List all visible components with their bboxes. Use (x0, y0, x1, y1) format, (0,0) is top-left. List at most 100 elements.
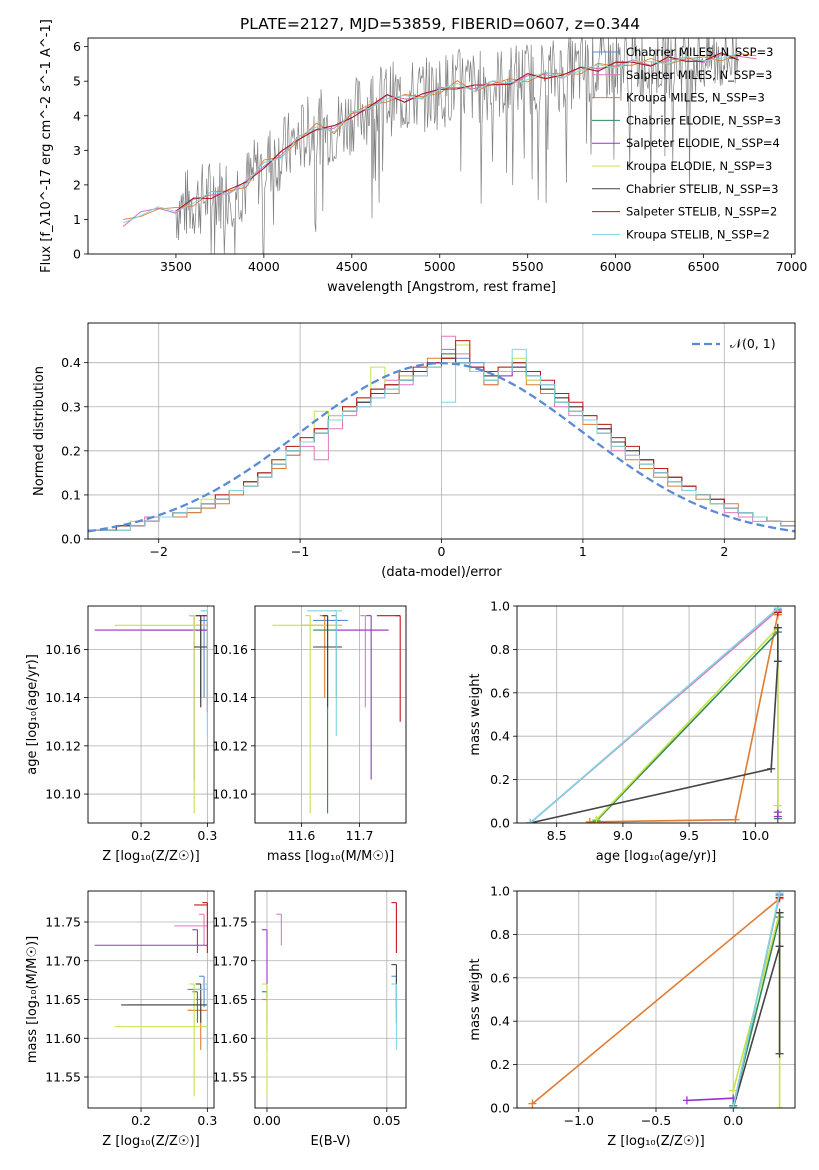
error-bar-point (141, 615, 208, 708)
plus-marker (775, 891, 784, 898)
y-tick-label: 4 (73, 108, 81, 123)
plus-marker (526, 819, 535, 823)
y-tick-label: 0.1 (61, 487, 81, 502)
y-tick-label: 0.2 (61, 443, 81, 458)
y-tick-label: 10.14 (45, 690, 81, 705)
y-tick-label: 0 (73, 247, 81, 262)
y-tick-label: 11.65 (212, 992, 248, 1007)
plus-marker (773, 606, 782, 613)
legend-label: Salpeter MILES, N_SSP=3 (626, 68, 772, 82)
model-series-line (123, 52, 739, 224)
y-tick-label: 3 (73, 143, 81, 158)
error-bar-point (261, 929, 268, 1000)
y-axis-label: mass [log₁₀(M/M☉)] (25, 936, 40, 1063)
y-tick-label: 0.6 (490, 970, 510, 985)
y-tick-label: 10.12 (212, 738, 248, 753)
error-bar-point (391, 975, 397, 1008)
y-tick-label: 1 (73, 212, 81, 227)
error-bar-point (313, 615, 348, 698)
x-tick-label: −2 (149, 544, 167, 559)
y-axis-label: age [log₁₀(age/yr)] (25, 654, 40, 775)
y-tick-label: 10.16 (45, 642, 81, 657)
mass_vs_ebv-axes: 0.00 0.05 11.55 11.60 11.65 11.70 11.75 E(B-V) (212, 891, 406, 1149)
mass-weight-line (686, 1097, 734, 1102)
error-bar-point (200, 610, 208, 737)
massweight_vs_Z-axes: −1.0 −0.5 0.0 0.0 0.2 0.4 0.6 0.8 1.0 Z [log₁₀(Z/… (468, 884, 795, 1149)
plus-marker (775, 908, 784, 917)
y-tick-label: 11.60 (45, 1031, 81, 1046)
error-bar-point (336, 615, 389, 708)
x-tick-label: 0.00 (253, 1113, 281, 1128)
y-tick-label: 6 (73, 39, 81, 54)
y-tick-label: 10.16 (212, 642, 248, 657)
y-tick-label: 0.8 (490, 642, 510, 657)
x-tick-label: −1.0 (564, 1113, 594, 1128)
y-tick-label: 1.0 (490, 599, 510, 614)
legend-label: Kroupa ELODIE, N_SSP=3 (626, 159, 772, 173)
x-tick-label: 11.6 (288, 828, 316, 843)
error-bar-point (121, 983, 208, 1023)
residuals-axes: −2 −1 0 1 2 0.0 0.1 0.2 0.3 0.4 (data-model)/error… (32, 323, 795, 580)
x-tick-label: 0.3 (197, 1113, 217, 1128)
x-tick-label: 6500 (688, 259, 720, 274)
y-axis-label: Flux [f_λ10^-17 erg cm^-2 s^-1 A^-1] (39, 19, 54, 273)
y-tick-label: 0.4 (490, 1014, 510, 1029)
plus-marker (731, 815, 740, 823)
error-bar-point (391, 983, 397, 1050)
x-axis-label: Z [log₁₀(Z/Z☉)] (102, 849, 199, 864)
mass_vs_ebv-frame (254, 890, 407, 1109)
error-bar-point (261, 991, 268, 1023)
x-tick-label: 9.5 (679, 828, 699, 843)
plus-marker (775, 1104, 784, 1108)
legend-label: Salpeter STELIB, N_SSP=2 (626, 205, 777, 219)
y-tick-label: 0.6 (490, 685, 510, 700)
mass_vs_Z-frame (87, 890, 215, 1109)
x-tick-label: 0.2 (131, 1113, 151, 1128)
y-tick-label: 0.2 (490, 772, 510, 787)
plus-marker (528, 1099, 537, 1108)
error-bar-point (276, 913, 282, 946)
mass-weight-line (530, 627, 779, 823)
massweight_vs_Z-plot-area (528, 891, 784, 1108)
legend-label: Salpeter ELODIE, N_SSP=4 (626, 136, 780, 150)
x-tick-label: 3500 (160, 259, 192, 274)
histogram-step-line (88, 340, 795, 531)
y-tick-label: 10.14 (212, 690, 248, 705)
x-tick-label: 0.3 (197, 828, 217, 843)
y-axis-label: mass weight (468, 958, 483, 1040)
y-tick-label: 0.8 (490, 927, 510, 942)
mass_vs_Z-plot-area (94, 902, 208, 1097)
massweight_vs_age-axes: 8.5 9.0 9.5 10.0 0.0 0.2 0.4 0.6 0.8 1.0 age [log₁… (468, 599, 795, 864)
plus-marker (775, 942, 784, 951)
mass-weight-line (732, 912, 781, 1108)
error-bar-point (261, 998, 268, 1050)
x-tick-label: 9.0 (613, 828, 633, 843)
x-tick-label: 1 (579, 544, 587, 559)
y-tick-label: 10.10 (45, 787, 81, 802)
x-tick-label: 0.05 (373, 1113, 401, 1128)
y-axis-label: mass weight (468, 673, 483, 755)
y-tick-label: 5 (73, 74, 81, 89)
histogram-step-line (88, 348, 795, 531)
y-tick-label: 11.70 (212, 953, 248, 968)
age_vs_Z-plot-area (94, 610, 208, 814)
y-tick-label: 11.55 (212, 1070, 248, 1085)
mass-weight-line (531, 897, 781, 1105)
mass-weight-line (529, 607, 779, 823)
x-tick-label: −1 (291, 544, 309, 559)
error-bar-point (313, 615, 343, 708)
x-tick-label: 0.0 (723, 1113, 743, 1128)
legend-label: Kroupa STELIB, N_SSP=2 (626, 227, 770, 241)
x-axis-label: Z [log₁₀(Z/Z☉)] (102, 1134, 199, 1149)
mass-weight-line (732, 893, 781, 1108)
y-tick-label: 11.75 (212, 915, 248, 930)
error-bar-point (94, 929, 208, 953)
mass-weight-line (595, 625, 779, 821)
age_vs_Z-axes: 0.2 0.3 10.10 10.12 10.14 10.16 Z [log₁₀(Z/Z☉)… (25, 606, 217, 864)
x-tick-label: 11.7 (346, 828, 374, 843)
spectrum-plot-area (122, 38, 757, 254)
plus-marker (592, 815, 601, 823)
error-bar-point (114, 615, 208, 814)
x-axis-label: wavelength [Angstrom, rest frame] (327, 280, 556, 295)
x-tick-label: 0 (438, 544, 446, 559)
